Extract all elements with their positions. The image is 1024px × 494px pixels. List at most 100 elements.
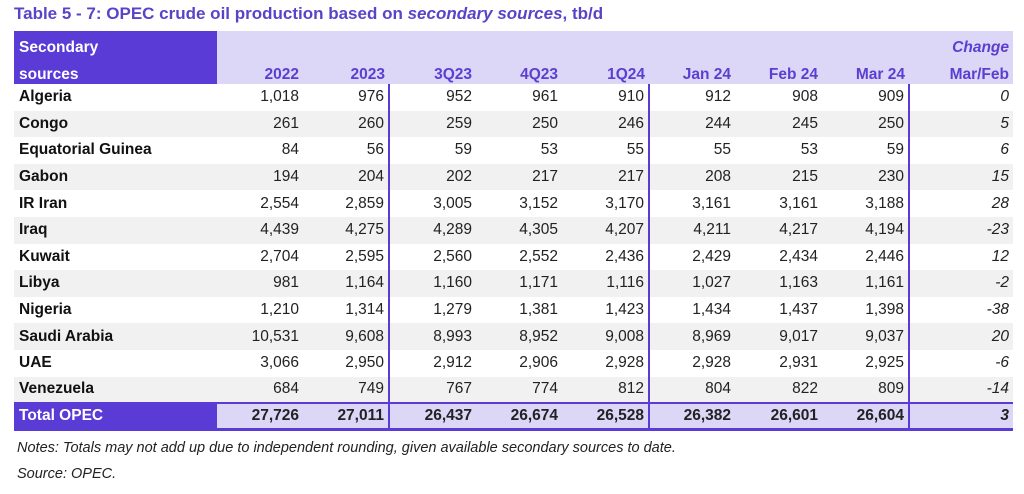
title-suffix: , tb/d (562, 4, 604, 23)
table-row: Nigeria 1,210 1,314 1,279 1,381 1,423 1,434 1,4… (14, 296, 1013, 324)
cell-value: 2,434 (779, 247, 818, 265)
table-notes: Notes: Totals may not add up due to inde… (17, 440, 676, 456)
cell-value: 4,194 (822, 216, 910, 244)
cell-value: 204 (303, 163, 390, 191)
cell-value: 261 (217, 110, 303, 138)
cell-value: 10,531 (217, 323, 303, 350)
table-row: Iraq 4,439 4,275 4,289 4,305 4,207 4,211 4,217 4… (14, 216, 1013, 244)
cell-value: 1,160 (389, 270, 476, 297)
table-row: Gabon 194 204 202 217 217 208 215 230 15 (14, 163, 1013, 191)
cell-change: 15 (909, 163, 1013, 191)
total-row: Total OPEC 27,726 27,011 26,437 26,674 26,528… (14, 402, 1013, 432)
cell-value: 8,969 (649, 323, 735, 350)
table-row: Equatorial Guinea 84 56 59 53 55 55 53 59 6 (14, 137, 1013, 164)
table-row: Venezuela 684 749 767 774 812 804 822 809 -14 (14, 376, 1013, 404)
cell-value: 1,164 (303, 270, 390, 297)
cell-value: 59 (822, 137, 910, 164)
cell-value: 1,018 (260, 88, 299, 106)
cell-value: 215 (735, 163, 822, 191)
cell-value: 9,008 (562, 323, 650, 350)
cell-value: 9,037 (822, 323, 910, 350)
cell-value: 202 (389, 163, 476, 191)
cell-value: 1,116 (562, 270, 650, 297)
cell-value: 1,423 (562, 296, 650, 324)
cell-value: 961 (532, 88, 558, 106)
cell-value: 230 (822, 163, 910, 191)
cell-value: 804 (649, 376, 735, 404)
table-title: Table 5 - 7: OPEC crude oil production b… (14, 4, 603, 24)
cell-change: 28 (991, 194, 1009, 212)
row-label: Algeria (19, 88, 72, 106)
cell-change: 12 (991, 247, 1009, 265)
row-label: Gabon (14, 163, 217, 191)
cell-value: 26,604 (822, 402, 910, 432)
cell-value: 84 (281, 141, 299, 159)
cell-value: 749 (303, 376, 390, 404)
row-label: Saudi Arabia (14, 323, 217, 350)
cell-value: 981 (217, 270, 303, 297)
cell-value: 809 (822, 376, 910, 404)
row-label: Nigeria (19, 301, 72, 319)
row-label: IR Iran (19, 194, 68, 212)
cell-change: -6 (995, 354, 1009, 372)
column-header: 4Q23 (476, 57, 562, 84)
cell-value: 245 (735, 110, 822, 138)
cell-value: 244 (649, 110, 735, 138)
header-change-line1: Change (909, 31, 1013, 57)
cell-value: 26,437 (389, 402, 476, 432)
cell-value: 1,434 (692, 301, 731, 319)
header-change-line2: Mar/Feb (909, 57, 1013, 84)
cell-value: 3,161 (779, 194, 818, 212)
cell-change: 3 (909, 402, 1013, 432)
cell-value: 3,152 (519, 194, 558, 212)
cell-value: 4,305 (476, 216, 562, 244)
table-row: Congo 261 260 259 250 246 244 245 250 5 (14, 110, 1013, 138)
cell-value: 2,859 (303, 190, 390, 217)
cell-value: 1,210 (260, 301, 299, 319)
cell-change: 5 (909, 110, 1013, 138)
cell-value: 912 (705, 88, 731, 106)
cell-value: 908 (792, 88, 818, 106)
cell-value: 4,275 (303, 216, 390, 244)
cell-value: 3,188 (822, 190, 910, 217)
cell-value: 774 (476, 376, 562, 404)
cell-value: 4,217 (735, 216, 822, 244)
column-header: 1Q24 (562, 57, 649, 84)
cell-value: 9,017 (735, 323, 822, 350)
cell-value: 26,382 (649, 402, 735, 432)
cell-change: -14 (909, 376, 1013, 404)
cell-value: 2,595 (303, 243, 390, 271)
cell-change: -23 (909, 216, 1013, 244)
cell-value: 684 (217, 376, 303, 404)
cell-value: 217 (476, 163, 562, 191)
cell-change: -38 (986, 301, 1009, 319)
table-row: Saudi Arabia 10,531 9,608 8,993 8,952 9,008 8,… (14, 323, 1013, 350)
row-label: Kuwait (19, 247, 70, 265)
cell-value: 910 (562, 84, 650, 111)
cell-value: 250 (476, 110, 562, 138)
cell-value: 1,279 (433, 301, 472, 319)
cell-value: 2,925 (822, 349, 910, 377)
cell-value: 976 (303, 84, 390, 111)
cell-change: 6 (1000, 141, 1009, 159)
title-italic: secondary sources (407, 4, 563, 23)
cell-value: 1,381 (519, 301, 558, 319)
cell-value: 1,314 (303, 296, 390, 324)
table-source: Source: OPEC. (17, 466, 117, 482)
cell-value: 56 (303, 137, 390, 164)
cell-value: 27,011 (303, 402, 390, 432)
cell-value: 250 (822, 110, 910, 138)
header-name-line1: Secondary (14, 31, 217, 57)
column-header: Feb 24 (735, 57, 822, 84)
cell-value: 2,912 (433, 354, 472, 372)
row-label: Equatorial Guinea (19, 141, 152, 159)
title-text: Table 5 - 7: OPEC crude oil production b… (14, 4, 408, 23)
cell-change: 20 (909, 323, 1013, 350)
cell-value: 2,950 (303, 349, 390, 377)
cell-value: 3,066 (260, 354, 299, 372)
row-label: UAE (19, 354, 52, 372)
column-header: 3Q23 (389, 57, 476, 84)
cell-value: 3,005 (433, 194, 472, 212)
cell-value: 2,928 (562, 349, 650, 377)
cell-value: 27,726 (217, 402, 303, 432)
